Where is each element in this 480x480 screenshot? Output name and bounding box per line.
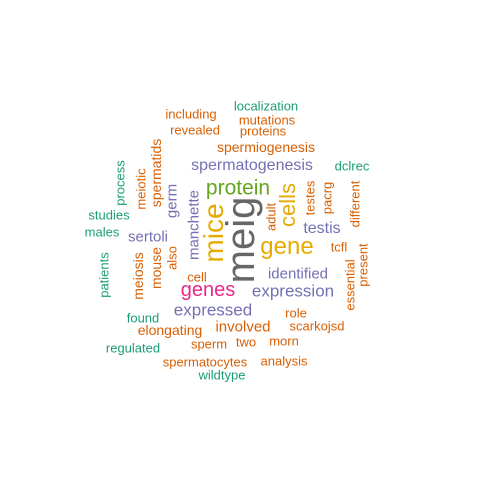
word-mutations: mutations (238, 112, 296, 128)
word-scarkojsd: scarkojsd (289, 318, 345, 334)
word-genes: genes (180, 279, 236, 301)
word-wildtype: wildtype (198, 367, 246, 383)
word-spermiogenesis: spermiogenesis (216, 139, 316, 155)
word-different: different (347, 180, 363, 228)
word-gene: gene (260, 233, 314, 260)
word-identified: identified (267, 265, 329, 283)
word-dclrec: dclrec (334, 158, 370, 174)
word-germ: germ (163, 183, 181, 219)
word-testes: testes (302, 180, 318, 216)
word-revealed: revealed (170, 122, 220, 138)
word-meiosis: meiosis (130, 252, 146, 300)
word-manchette: manchette (185, 189, 203, 261)
word-analysis: analysis (260, 353, 308, 369)
word-patients: patients (96, 252, 112, 298)
word-mouse: mouse (148, 246, 164, 290)
word-pacrg: pacrg (319, 181, 335, 215)
word-found: found (126, 310, 160, 326)
word-including: including (165, 106, 217, 122)
word-proteins: proteins (239, 123, 287, 139)
word-meiotic: meiotic (133, 168, 149, 210)
word-expressed: expressed (173, 300, 253, 320)
word-process: process (112, 160, 128, 206)
word-elongating: elongating (137, 322, 203, 338)
word-morn: morn (269, 333, 299, 349)
word-sertoli: sertoli (127, 228, 169, 246)
word-protein: protein (205, 176, 271, 200)
word-sperm: sperm (190, 336, 228, 352)
word-adult: adult (263, 202, 279, 232)
word-cell: cell (187, 269, 207, 285)
word-also: also (164, 246, 180, 270)
word-spermatocytes: spermatocytes (162, 354, 248, 370)
word-two: two (235, 334, 257, 350)
word-testis: testis (303, 220, 341, 237)
word-regulated: regulated (105, 340, 161, 356)
word-tcfl: tcfl (330, 239, 348, 255)
word-expression: expression (251, 281, 335, 301)
word-males: males (84, 224, 120, 240)
word-role: role (285, 305, 307, 321)
word-spermatids: spermatids (148, 138, 164, 208)
word-involved: involved (215, 318, 271, 336)
word-spermatogenesis: spermatogenesis (191, 157, 313, 174)
word-cells: cells (275, 182, 300, 228)
word-localization: localization (233, 98, 299, 114)
word-present: present (355, 243, 371, 287)
word-studies: studies (88, 207, 130, 223)
word-mice: mice (198, 203, 229, 263)
